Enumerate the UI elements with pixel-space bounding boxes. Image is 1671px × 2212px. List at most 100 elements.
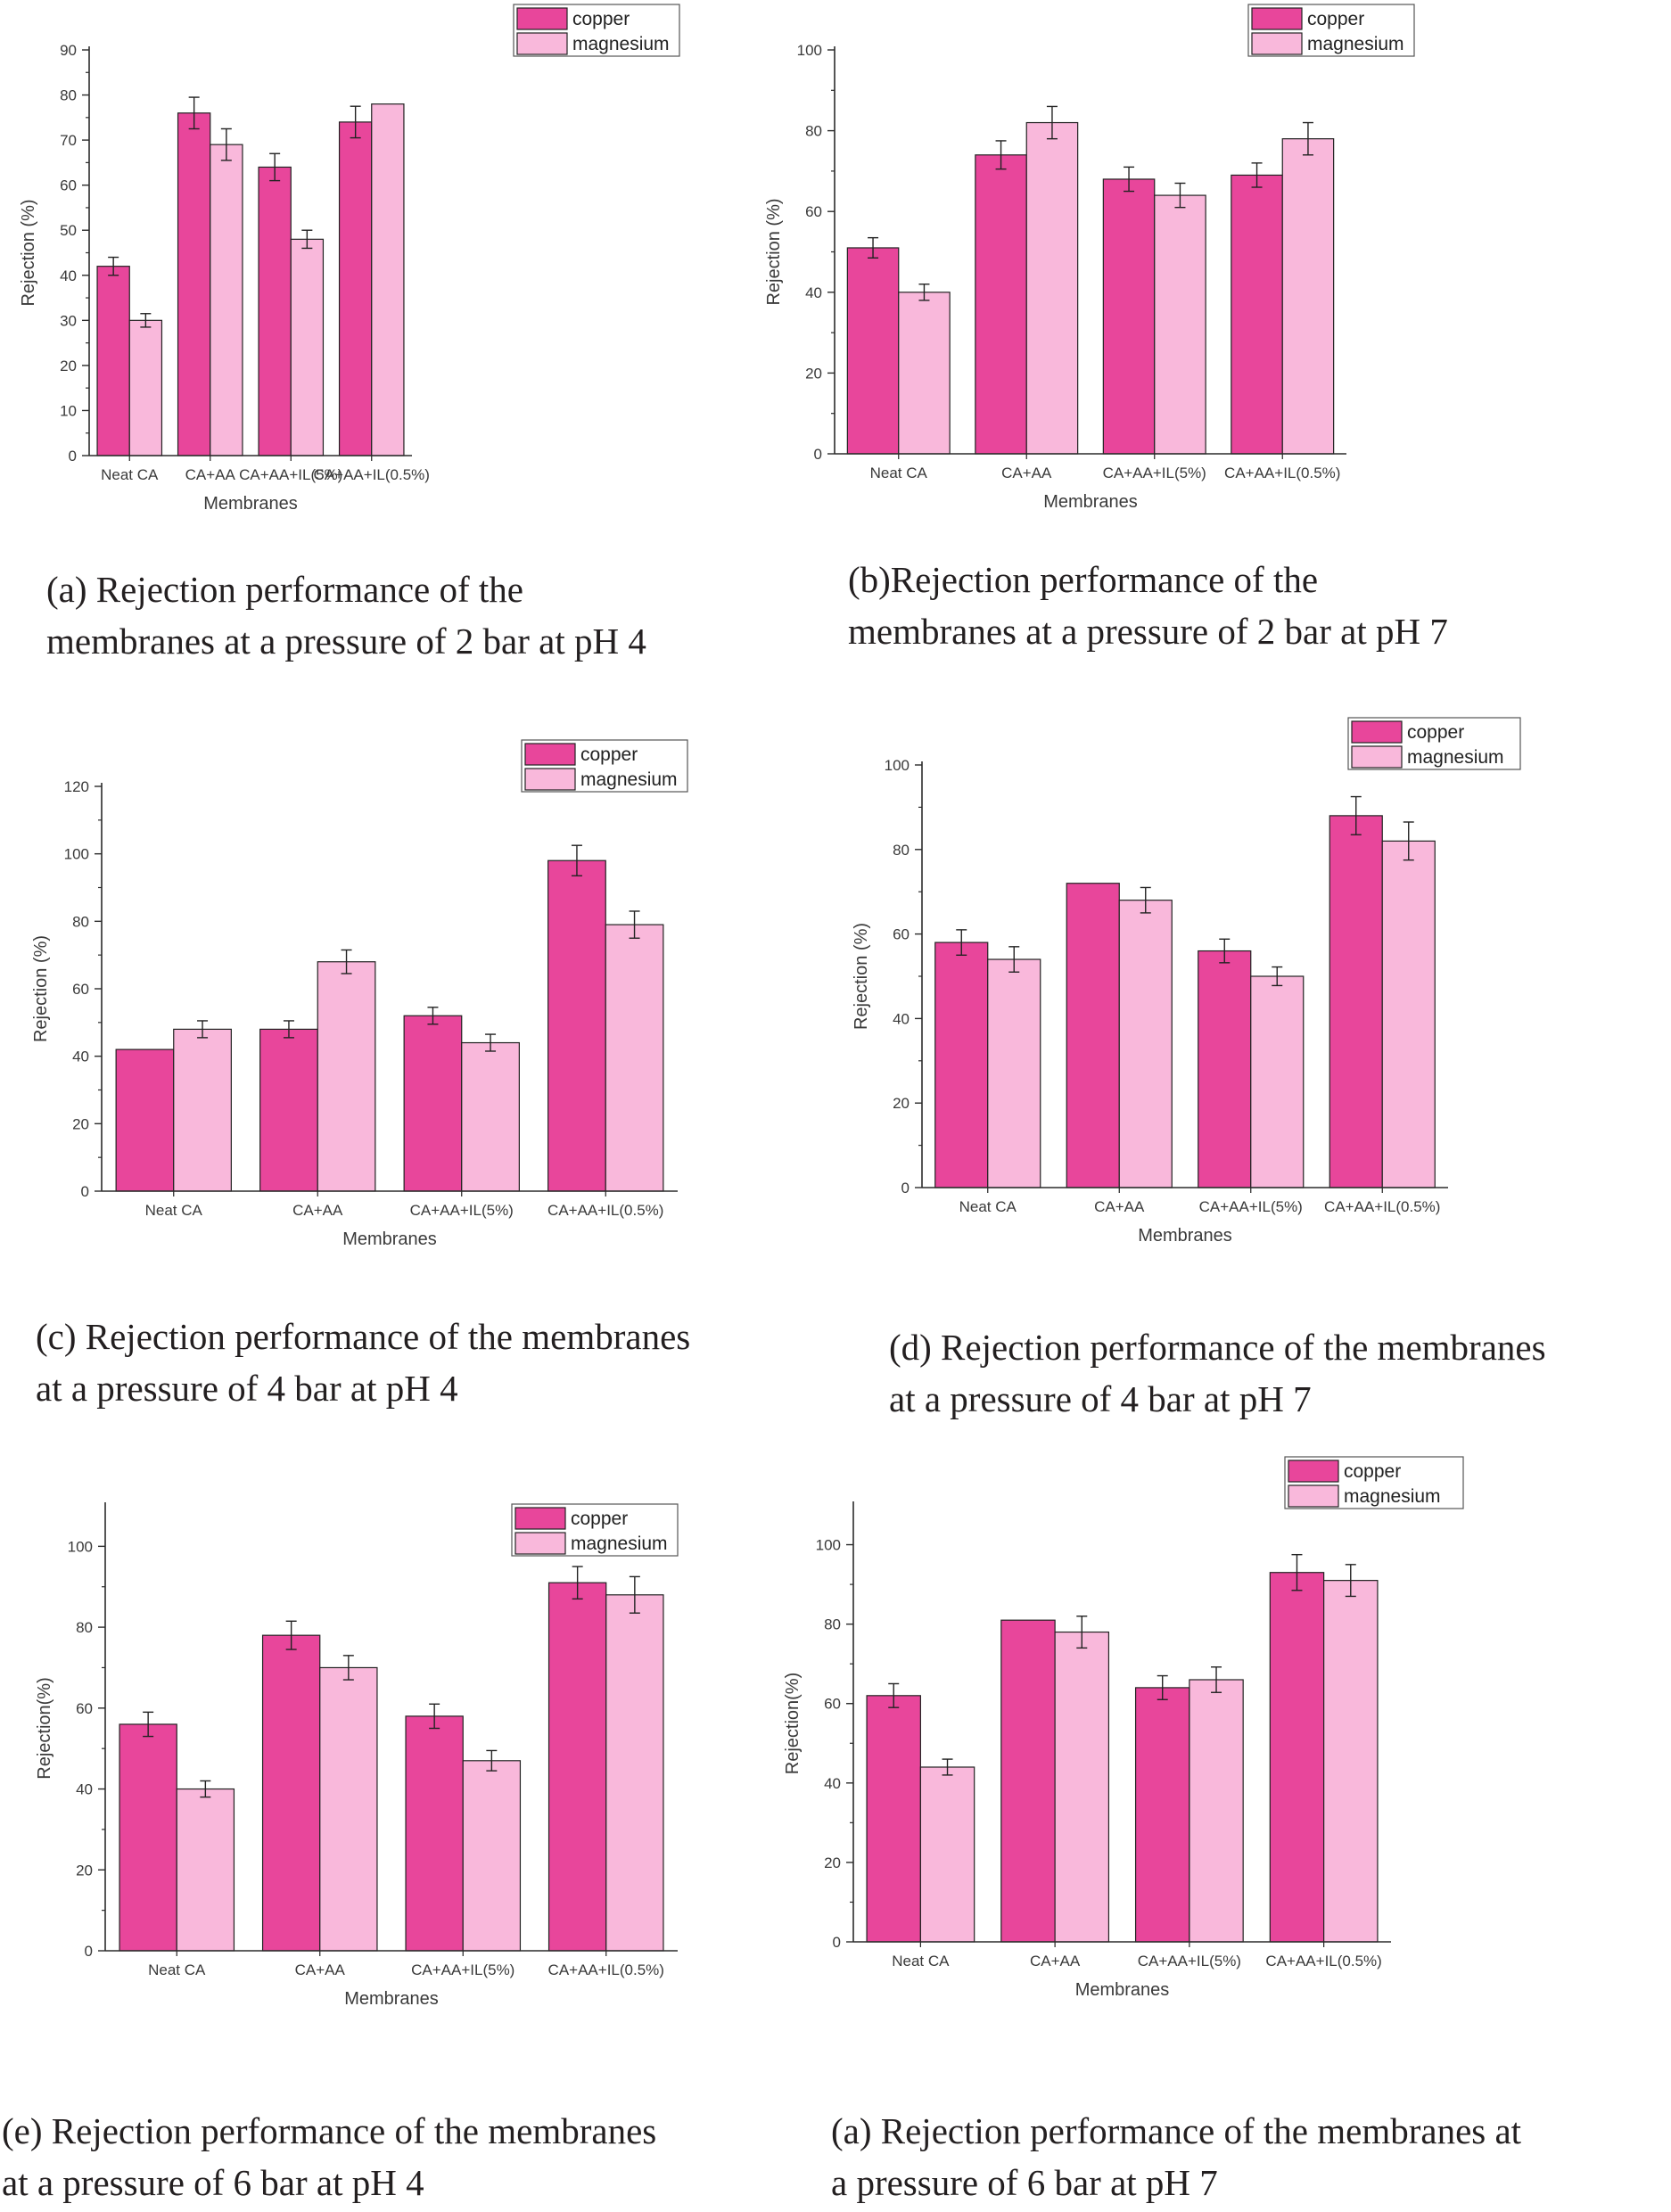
bar-f-copper-2 [1134,1687,1190,1943]
y-tick-label-f-3: 60 [824,1696,841,1713]
bar-b-magnesium-0 [898,292,951,455]
bar-e-copper-0 [119,1723,177,1952]
x-tick-label-d-0: Neat CA [959,1198,1017,1215]
bar-d-copper-2 [1198,950,1252,1188]
bar-b-magnesium-3 [1281,138,1335,455]
y-tick-label-d-1: 20 [893,1095,910,1112]
y-tick-label-a-7: 70 [60,132,77,149]
y-axis-label-b: Rejection (%) [764,198,784,305]
y-axis-label-e: Rejection(%) [35,1677,54,1779]
bar-b-magnesium-1 [1025,121,1079,455]
caption-b-line-2: membranes at a pressure of 2 bar at pH 7 [848,611,1448,652]
bar-a-copper-2 [258,166,292,456]
x-tick-label-f-2: CA+AA+IL(5%) [1138,1953,1241,1969]
bar-e-copper-1 [261,1634,321,1952]
bar-b-copper-2 [1102,178,1156,455]
y-tick-label-f-2: 40 [824,1775,841,1792]
x-axis-label-a: Membranes [203,494,298,514]
legend-label-a-magnesium: magnesium [572,34,670,54]
legend-label-b-magnesium: magnesium [1307,34,1404,54]
y-tick-label-d-2: 40 [893,1010,910,1027]
caption-d-line-2: at a pressure of 4 bar at pH 7 [889,1378,1312,1419]
y-axis-label-a: Rejection (%) [19,199,38,306]
y-tick-label-e-2: 40 [76,1781,93,1798]
x-tick-label-c-3: CA+AA+IL(0.5%) [547,1202,663,1219]
bar-c-copper-1 [259,1028,318,1192]
x-tick-label-d-1: CA+AA [1094,1198,1145,1215]
y-tick-label-a-9: 90 [60,42,77,59]
bar-a-magnesium-2 [290,238,325,456]
bar-e-magnesium-0 [176,1788,235,1952]
x-tick-label-e-0: Neat CA [148,1961,206,1978]
bar-d-magnesium-2 [1250,975,1305,1188]
bar-c-magnesium-2 [461,1041,520,1192]
bar-d-copper-1 [1066,883,1120,1188]
y-tick-label-d-0: 0 [901,1180,910,1196]
y-tick-label-c-1: 20 [72,1115,89,1132]
y-tick-label-c-6: 120 [64,778,89,795]
y-tick-label-f-1: 20 [824,1854,841,1871]
y-tick-label-b-0: 0 [814,446,822,463]
caption-a-line-1: (a) Rejection performance of the [46,569,524,610]
x-tick-label-b-3: CA+AA+IL(0.5%) [1224,465,1340,481]
x-tick-label-c-0: Neat CA [145,1202,203,1219]
x-tick-label-f-3: CA+AA+IL(0.5%) [1265,1953,1381,1969]
bar-d-copper-0 [934,942,989,1188]
legend-swatch-a-magnesium [516,32,568,55]
bar-c-copper-0 [115,1048,175,1192]
y-tick-label-b-1: 20 [805,365,822,382]
y-tick-label-f-4: 80 [824,1616,841,1633]
caption-f: (a) Rejection performance of the membran… [831,2105,1521,2208]
bar-c-magnesium-3 [605,924,664,1192]
y-tick-label-e-0: 0 [85,1943,93,1960]
y-tick-label-a-2: 20 [60,358,77,374]
x-tick-label-f-0: Neat CA [892,1953,950,1969]
caption-e: (e) Rejection performance of the membran… [2,2105,656,2208]
caption-a-line-2: membranes at a pressure of 2 bar at pH 4 [46,621,646,662]
bar-b-copper-0 [846,247,900,455]
legend-swatch-e-copper [514,1507,566,1530]
x-tick-label-b-1: CA+AA [1001,465,1052,481]
legend-swatch-f-copper [1288,1460,1339,1483]
y-tick-label-c-4: 80 [72,913,89,930]
legend-label-c-magnesium: magnesium [580,769,678,790]
bar-c-magnesium-1 [317,961,376,1192]
legend-swatch-b-copper [1251,7,1303,30]
y-tick-label-e-4: 80 [76,1619,93,1636]
legend-label-d-copper: copper [1407,722,1464,743]
legend-swatch-b-magnesium [1251,32,1303,55]
y-tick-label-f-5: 100 [816,1537,841,1554]
bar-e-copper-2 [405,1715,464,1952]
bar-f-magnesium-1 [1054,1631,1110,1943]
caption-d: (d) Rejection performance of the membran… [889,1321,1546,1425]
bar-f-copper-0 [866,1695,921,1943]
bar-a-magnesium-0 [128,319,163,456]
y-tick-label-d-4: 80 [893,842,910,859]
bar-a-copper-3 [338,121,373,456]
y-tick-label-c-5: 100 [64,846,89,863]
y-tick-label-a-0: 0 [69,448,77,465]
caption-e-line-1: (e) Rejection performance of the membran… [2,2110,657,2151]
y-tick-label-a-6: 60 [60,177,77,194]
y-tick-label-b-4: 80 [805,123,822,140]
x-axis-label-e: Membranes [344,1989,439,2009]
bar-a-magnesium-1 [210,144,243,456]
caption-c: (c) Rejection performance of the membran… [36,1311,690,1414]
y-tick-label-e-5: 100 [68,1538,93,1555]
bar-d-magnesium-0 [987,958,1041,1188]
y-tick-label-e-3: 60 [76,1700,93,1717]
caption-e-line-2: at a pressure of 6 bar at pH 4 [2,2162,424,2203]
bar-c-copper-2 [403,1015,463,1192]
x-tick-label-e-1: CA+AA [295,1961,346,1978]
x-tick-label-d-2: CA+AA+IL(5%) [1199,1198,1303,1215]
bar-a-magnesium-3 [371,103,405,456]
bar-f-magnesium-2 [1189,1679,1244,1943]
x-tick-label-e-2: CA+AA+IL(5%) [411,1961,514,1978]
legend-label-c-copper: copper [580,744,638,765]
x-tick-label-f-1: CA+AA [1030,1953,1081,1969]
bar-b-copper-1 [975,154,1027,455]
x-tick-label-d-3: CA+AA+IL(0.5%) [1324,1198,1440,1215]
bar-b-magnesium-2 [1154,194,1206,455]
bar-c-magnesium-0 [173,1028,232,1192]
legend-label-f-magnesium: magnesium [1344,1486,1441,1507]
